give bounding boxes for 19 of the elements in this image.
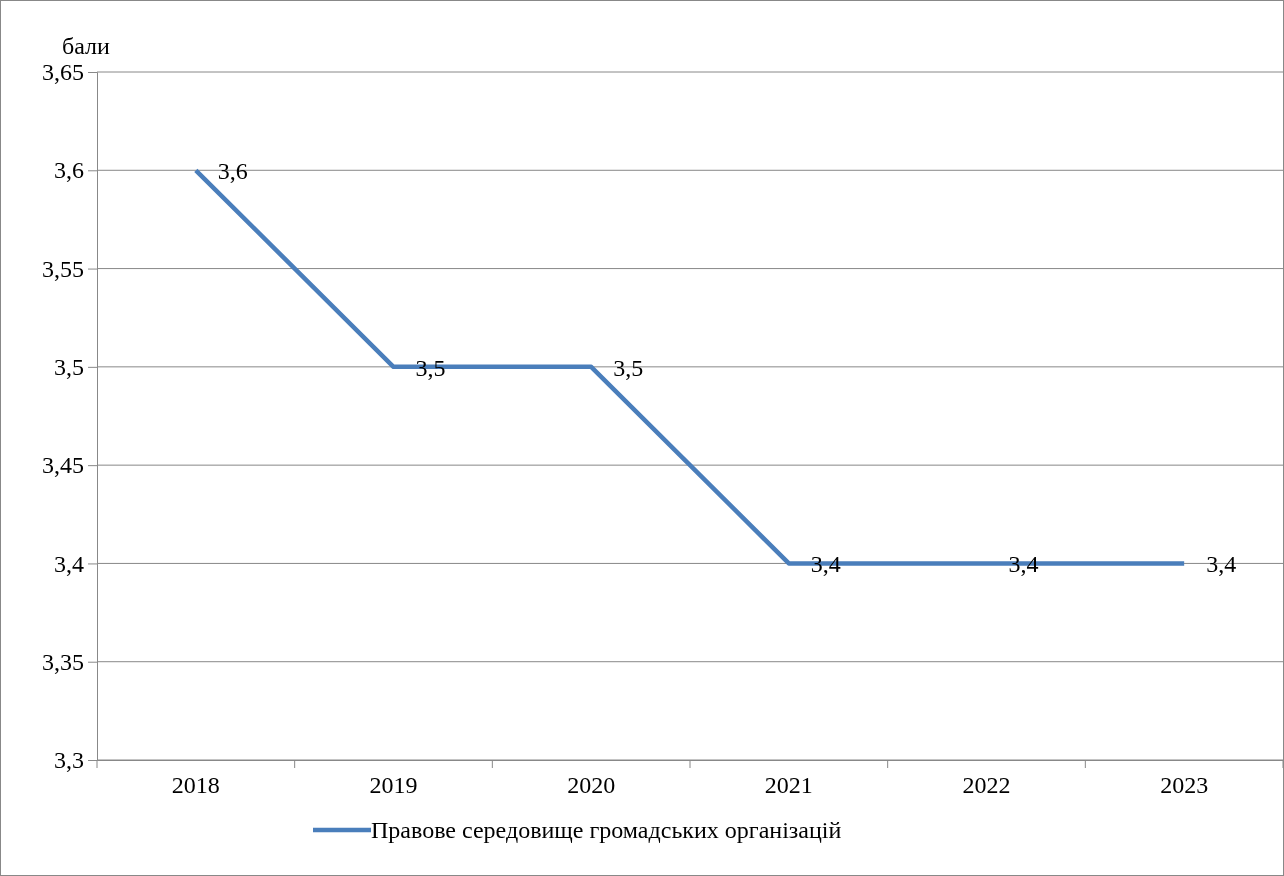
x-tick-label: 2018 bbox=[171, 772, 220, 799]
x-tick-label: 2020 bbox=[567, 772, 616, 799]
data-label: 3,5 bbox=[613, 354, 644, 381]
x-tick-label: 2022 bbox=[962, 772, 1011, 799]
y-tick-label: 3,3 bbox=[54, 747, 84, 774]
y-tick-label: 3,4 bbox=[54, 550, 84, 577]
x-tick-label: 2021 bbox=[764, 772, 813, 799]
y-tick-label: 3,65 bbox=[42, 59, 84, 86]
x-tick-label: 2023 bbox=[1160, 772, 1209, 799]
y-tick-label: 3,35 bbox=[42, 648, 84, 675]
y-tick-label: 3,55 bbox=[42, 255, 84, 282]
y-tick-label: 3,6 bbox=[54, 157, 84, 184]
y-tick-label: 3,5 bbox=[54, 354, 84, 381]
y-tick-label: 3,45 bbox=[42, 452, 84, 479]
y-axis-title: бали bbox=[62, 33, 111, 59]
data-label: 3,4 bbox=[1206, 551, 1237, 578]
data-label: 3,6 bbox=[217, 158, 248, 185]
legend-label: Правове середовище громадських організацій bbox=[371, 817, 842, 843]
x-tick-label: 2019 bbox=[369, 772, 418, 799]
